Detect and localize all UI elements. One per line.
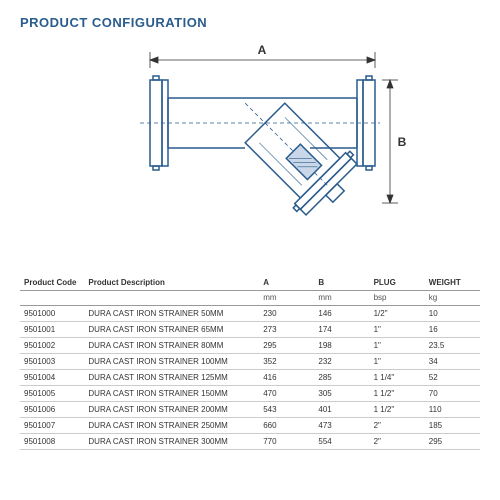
unit-b: mm [314,291,369,306]
cell-a: 660 [259,418,314,434]
col-header-a: A [259,275,314,291]
strainer-diagram: A B [80,38,420,263]
cell-code: 9501004 [20,370,84,386]
cell-desc: DURA CAST IRON STRAINER 200MM [84,402,259,418]
dimension-b-label: B [398,135,407,149]
cell-code: 9501002 [20,338,84,354]
cell-code: 9501000 [20,306,84,322]
cell-weight: 52 [425,370,480,386]
cell-code: 9501007 [20,418,84,434]
cell-plug: 2" [370,434,425,450]
table-row: 9501004DURA CAST IRON STRAINER 125MM4162… [20,370,480,386]
table-row: 9501008DURA CAST IRON STRAINER 300MM7705… [20,434,480,450]
table-row: 9501000DURA CAST IRON STRAINER 50MM23014… [20,306,480,322]
cell-plug: 1" [370,338,425,354]
cell-weight: 185 [425,418,480,434]
cell-plug: 1 1/2" [370,386,425,402]
cell-b: 232 [314,354,369,370]
cell-code: 9501001 [20,322,84,338]
cell-code: 9501003 [20,354,84,370]
cell-weight: 110 [425,402,480,418]
table-units-row: mm mm bsp kg [20,291,480,306]
cell-desc: DURA CAST IRON STRAINER 50MM [84,306,259,322]
unit-a: mm [259,291,314,306]
cell-a: 230 [259,306,314,322]
cell-b: 401 [314,402,369,418]
cell-a: 295 [259,338,314,354]
unit-plug: bsp [370,291,425,306]
cell-a: 770 [259,434,314,450]
col-header-desc: Product Description [84,275,259,291]
cell-weight: 34 [425,354,480,370]
cell-a: 470 [259,386,314,402]
cell-weight: 16 [425,322,480,338]
cell-b: 146 [314,306,369,322]
table-row: 9501003DURA CAST IRON STRAINER 100MM3522… [20,354,480,370]
col-header-code: Product Code [20,275,84,291]
table-row: 9501007DURA CAST IRON STRAINER 250MM6604… [20,418,480,434]
cell-desc: DURA CAST IRON STRAINER 150MM [84,386,259,402]
table-header-row: Product Code Product Description A B PLU… [20,275,480,291]
cell-weight: 23.5 [425,338,480,354]
cell-desc: DURA CAST IRON STRAINER 300MM [84,434,259,450]
cell-code: 9501006 [20,402,84,418]
cell-desc: DURA CAST IRON STRAINER 100MM [84,354,259,370]
cell-desc: DURA CAST IRON STRAINER 80MM [84,338,259,354]
cell-plug: 1" [370,322,425,338]
cell-desc: DURA CAST IRON STRAINER 250MM [84,418,259,434]
table-row: 9501001DURA CAST IRON STRAINER 65MM27317… [20,322,480,338]
cell-plug: 1" [370,354,425,370]
col-header-weight: WEIGHT [425,275,480,291]
table-row: 9501006DURA CAST IRON STRAINER 200MM5434… [20,402,480,418]
cell-b: 174 [314,322,369,338]
cell-plug: 1 1/4" [370,370,425,386]
cell-weight: 10 [425,306,480,322]
cell-b: 473 [314,418,369,434]
cell-code: 9501008 [20,434,84,450]
cell-plug: 1/2" [370,306,425,322]
table-row: 9501002DURA CAST IRON STRAINER 80MM29519… [20,338,480,354]
cell-b: 198 [314,338,369,354]
unit-weight: kg [425,291,480,306]
cell-b: 554 [314,434,369,450]
cell-b: 285 [314,370,369,386]
cell-a: 352 [259,354,314,370]
table-row: 9501005DURA CAST IRON STRAINER 150MM4703… [20,386,480,402]
spec-table: Product Code Product Description A B PLU… [20,275,480,450]
page-title: PRODUCT CONFIGURATION [20,15,480,30]
cell-weight: 70 [425,386,480,402]
cell-plug: 1 1/2" [370,402,425,418]
cell-weight: 295 [425,434,480,450]
col-header-b: B [314,275,369,291]
cell-desc: DURA CAST IRON STRAINER 65MM [84,322,259,338]
col-header-plug: PLUG [370,275,425,291]
cell-plug: 2" [370,418,425,434]
cell-desc: DURA CAST IRON STRAINER 125MM [84,370,259,386]
cell-b: 305 [314,386,369,402]
dimension-a-label: A [258,43,267,57]
cell-a: 543 [259,402,314,418]
cell-a: 416 [259,370,314,386]
cell-code: 9501005 [20,386,84,402]
cell-a: 273 [259,322,314,338]
diagram-container: A B [20,38,480,263]
table-body: 9501000DURA CAST IRON STRAINER 50MM23014… [20,306,480,450]
